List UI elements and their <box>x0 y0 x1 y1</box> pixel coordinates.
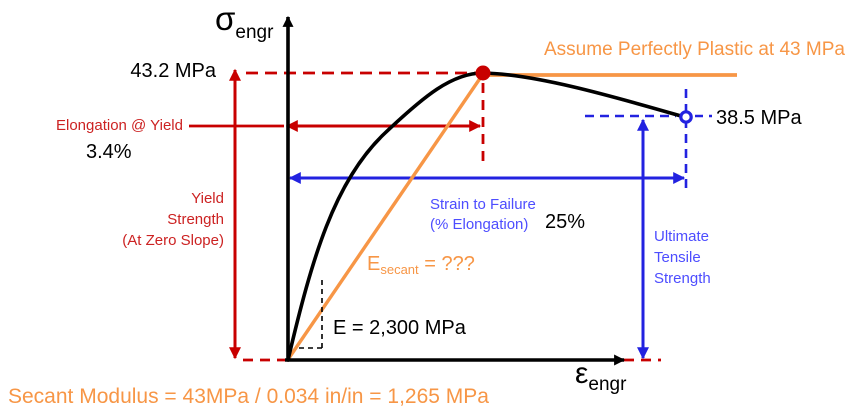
yield-strength-line-3: (At Zero Slope) <box>122 232 224 249</box>
yield-peak-point <box>475 65 491 81</box>
epsilon-subscript: engr <box>588 374 627 395</box>
failure-stress-label: 38.5 MPa <box>716 107 802 129</box>
e-secant-suffix: = ??? <box>418 253 475 275</box>
e-secant-subscript: secant <box>380 262 419 277</box>
e-secant-label: Esecant = ??? <box>367 253 475 277</box>
yield-strength-label: Yield Strength (At Zero Slope) <box>88 188 224 251</box>
strain-to-failure-value: 25% <box>545 211 586 233</box>
strain-to-failure-line-1: Strain to Failure <box>430 196 536 213</box>
youngs-modulus-label: E = 2,300 MPa <box>333 317 466 339</box>
yield-strength-line-2: Strength <box>167 211 224 228</box>
uts-label: Ultimate Tensile Strength <box>654 226 711 289</box>
assume-plastic-label: Assume Perfectly Plastic at 43 MPa <box>544 39 845 60</box>
failure-point <box>679 110 693 124</box>
elongation-at-yield-value: 3.4% <box>86 141 132 163</box>
uts-line-2: Tensile <box>654 249 701 266</box>
stress-strain-curve <box>286 71 683 362</box>
sigma-symbol: σ <box>215 0 236 37</box>
elongation-at-yield-label: Elongation @ Yield <box>56 117 183 134</box>
modulus-triangle <box>299 276 323 349</box>
yield-strength-line-1: Yield <box>191 190 224 207</box>
epsilon-symbol: ε <box>575 357 589 390</box>
sigma-subscript: engr <box>235 22 274 43</box>
uts-line-3: Strength <box>654 270 711 287</box>
uts-line-1: Ultimate <box>654 228 710 245</box>
strain-to-failure-label: Strain to Failure (% Elongation) <box>430 195 536 235</box>
y-axis-label: σengr <box>215 0 273 44</box>
peak-stress-label: 43.2 MPa <box>130 60 216 82</box>
e-secant-prefix: E <box>367 253 381 275</box>
x-axis-label: εengr <box>575 356 626 396</box>
secant-modulus-formula: Secant Modulus = 43MPa / 0.034 in/in = 1… <box>8 385 489 408</box>
strain-to-failure-line-2: (% Elongation) <box>430 216 529 233</box>
